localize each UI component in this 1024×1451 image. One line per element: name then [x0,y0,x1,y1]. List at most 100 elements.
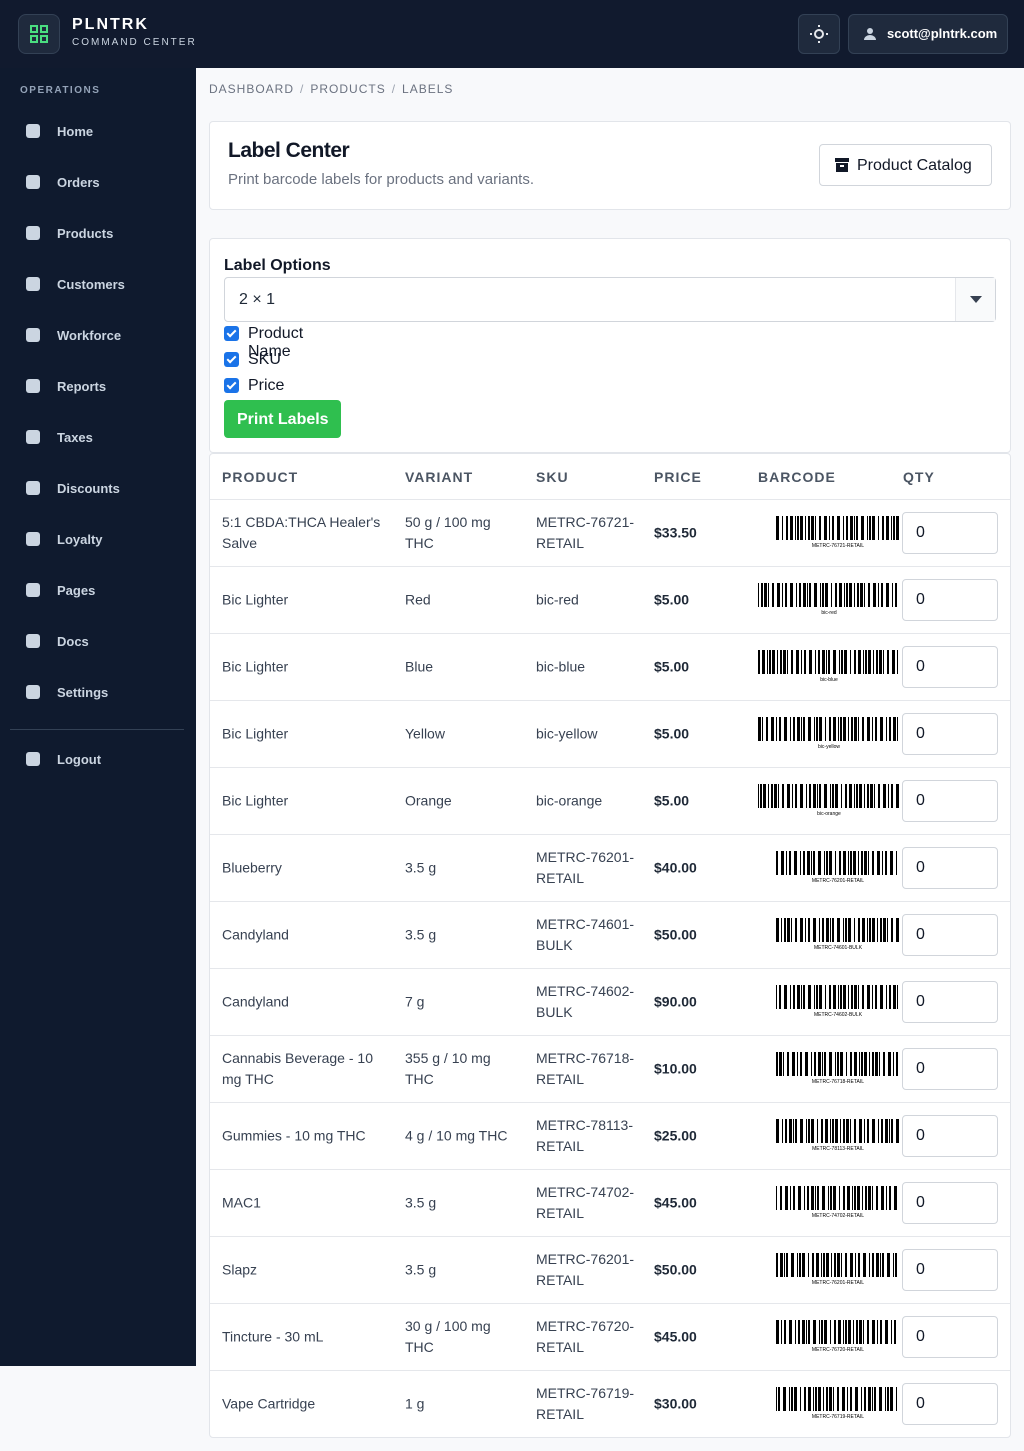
barcode-bar [798,1186,801,1210]
barcode-bar [842,1387,845,1411]
barcode-bar [795,918,797,942]
barcode-bar [830,1320,831,1344]
barcode-bar [878,516,879,540]
qty-input[interactable] [902,780,998,822]
nav-item[interactable]: Discounts [24,476,184,500]
barcode: bic-orange [758,784,899,817]
nav-label: Workforce [57,328,122,343]
qty-input[interactable] [902,1316,998,1358]
breadcrumb-item: LABELS [402,82,454,96]
print-button[interactable]: Print Labels [224,400,341,438]
barcode-bar [891,784,893,808]
qty-input[interactable] [902,1115,998,1157]
nav-item[interactable]: Docs [24,629,184,653]
qty-input[interactable] [902,1182,998,1224]
barcode-bar [826,851,828,875]
size-select[interactable]: 2 × 1 [224,277,996,322]
qty-input[interactable] [902,981,998,1023]
barcode-bar [881,1186,884,1210]
barcode-bar [826,918,829,942]
barcode-bar [849,583,852,607]
barcode-bar [872,918,875,942]
barcode-bar [777,583,780,607]
barcode-bar [877,1320,878,1344]
nav-label: Discounts [57,481,120,496]
nav-item[interactable]: Settings [24,680,184,704]
user-menu[interactable]: scott@plntrk.com [848,14,1008,54]
barcode-bar [869,1052,870,1076]
barcode-bar [801,717,802,741]
barcode-bar [885,1320,888,1344]
catalog-button[interactable]: Product Catalog [819,144,992,186]
barcode-bar [833,650,836,674]
theme-toggle[interactable] [798,14,840,54]
barcode-bar [867,784,869,808]
barcode-bar [781,851,784,875]
table-row: Tincture - 30 mL 30 g / 100 mg THC METRC-7… [210,1303,1010,1370]
barcode-bar [896,516,899,540]
nav-item[interactable]: Reports [24,374,184,398]
nav-item[interactable]: Pages [24,578,184,602]
barcode-bar [862,717,864,741]
barcode-bar [795,1320,796,1344]
barcode-bar [786,516,788,540]
nav-item[interactable]: Products [24,221,184,245]
logo[interactable] [18,14,60,54]
barcode-bar [829,985,831,1009]
qty-input[interactable] [902,646,998,688]
barcode-bar [779,1052,782,1076]
qty-input[interactable] [902,914,998,956]
barcode-bar [845,1320,847,1344]
checkbox-box [224,326,239,341]
barcode-bar [867,985,870,1009]
qty-input[interactable] [902,847,998,889]
barcode-bar [831,1253,832,1277]
table-row: Candyland 3.5 g METRC-74601-BULK $50.00 METR… [210,901,1010,968]
barcode-bar [805,516,806,540]
barcode-caption: METRC-76201-RETAIL [812,1280,864,1286]
barcode-bar [829,516,830,540]
sidebar-section: OPERATIONS [20,85,101,96]
qty-input[interactable] [902,579,998,621]
cell-variant: 4 g / 10 mg THC [405,1127,508,1144]
nav-item[interactable]: Logout [24,747,184,771]
nav-item[interactable]: Workforce [24,323,184,347]
nav-item[interactable]: Home [24,119,184,143]
barcode-bar [786,851,787,875]
options-title: Label Options [224,257,331,274]
qty-input[interactable] [902,512,998,554]
nav-item[interactable]: Orders [24,170,184,194]
cell-price: $33.50 [654,524,697,541]
breadcrumb-item[interactable]: PRODUCTS [310,82,386,96]
barcode-bar [890,851,893,875]
nav-item[interactable]: Taxes [24,425,184,449]
barcode-bar [768,784,769,808]
barcode-bar [853,851,856,875]
barcode-bar [780,650,782,674]
qty-input[interactable] [902,1249,998,1291]
barcode-bar [762,650,765,674]
barcode-bar [867,1320,869,1344]
nav-item[interactable]: Customers [24,272,184,296]
barcode-bar [824,851,825,875]
nav-item[interactable]: Loyalty [24,527,184,551]
barcode-bar [782,583,783,607]
qty-input[interactable] [902,1383,998,1425]
barcode-bar [855,1387,858,1411]
breadcrumb-item[interactable]: DASHBOARD [209,82,295,96]
cell-sku: bic-yellow [536,725,598,742]
barcode-bar [792,1052,795,1076]
barcode-bar [825,583,828,607]
qty-input[interactable] [902,1048,998,1090]
barcode-bar [814,985,815,1009]
barcode-bar [790,1186,791,1210]
barcode-caption: METRC-74702-RETAIL [812,1213,864,1219]
table-row: Gummies - 10 mg THC 4 g / 10 mg THC METRC-… [210,1102,1010,1169]
barcode-bar [802,1253,805,1277]
qty-input[interactable] [902,713,998,755]
cell-product: Gummies - 10 mg THC [222,1127,366,1144]
options-card [209,238,1011,453]
barcode-bar [865,1186,867,1210]
cell-product: MAC1 [222,1194,261,1211]
barcode-bar [813,1387,814,1411]
